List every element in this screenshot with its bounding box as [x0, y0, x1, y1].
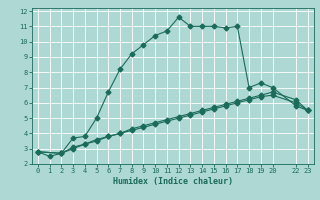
X-axis label: Humidex (Indice chaleur): Humidex (Indice chaleur): [113, 177, 233, 186]
